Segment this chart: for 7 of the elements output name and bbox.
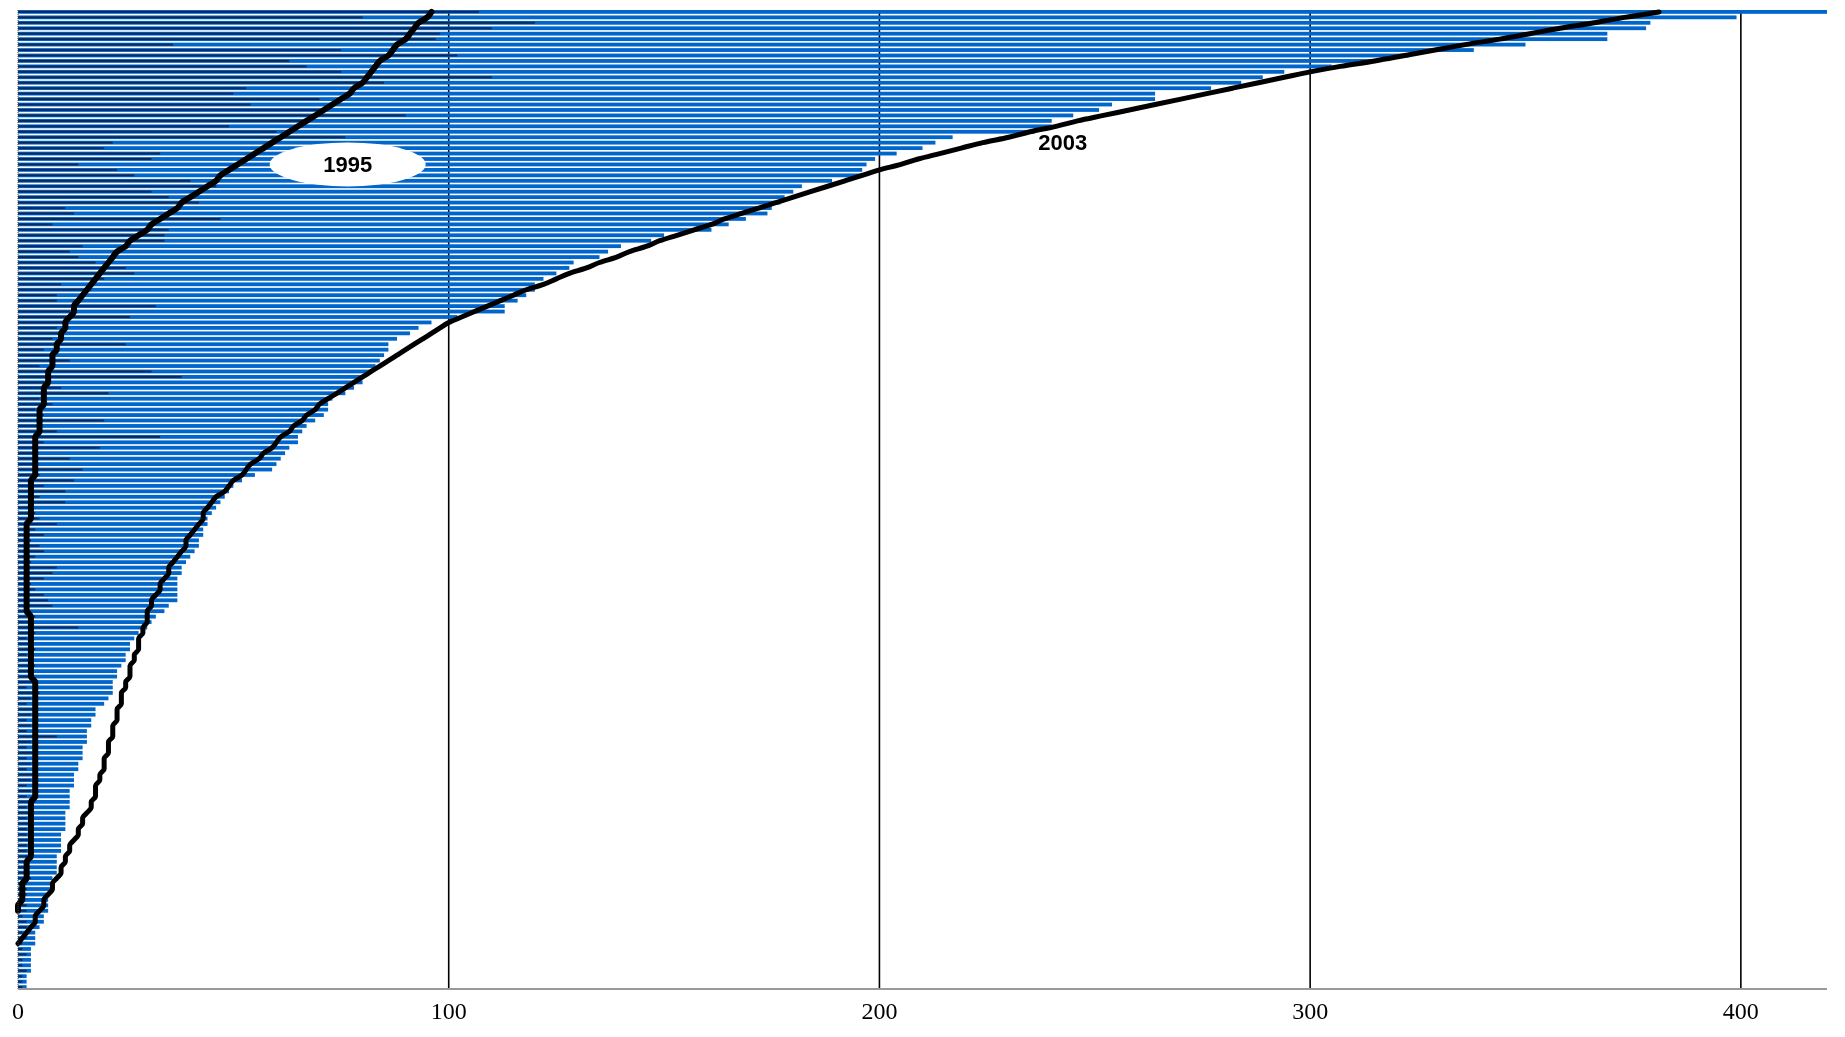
x-tick-label: 100 (430, 998, 467, 1024)
series-label: 1995 (323, 151, 373, 177)
series-label: 2003 (1038, 130, 1088, 156)
x-tick-label: 200 (861, 998, 898, 1024)
x-tick-label: 400 (1722, 998, 1759, 1024)
x-tick-label: 0 (12, 998, 24, 1024)
x-tick-label: 300 (1292, 998, 1329, 1024)
